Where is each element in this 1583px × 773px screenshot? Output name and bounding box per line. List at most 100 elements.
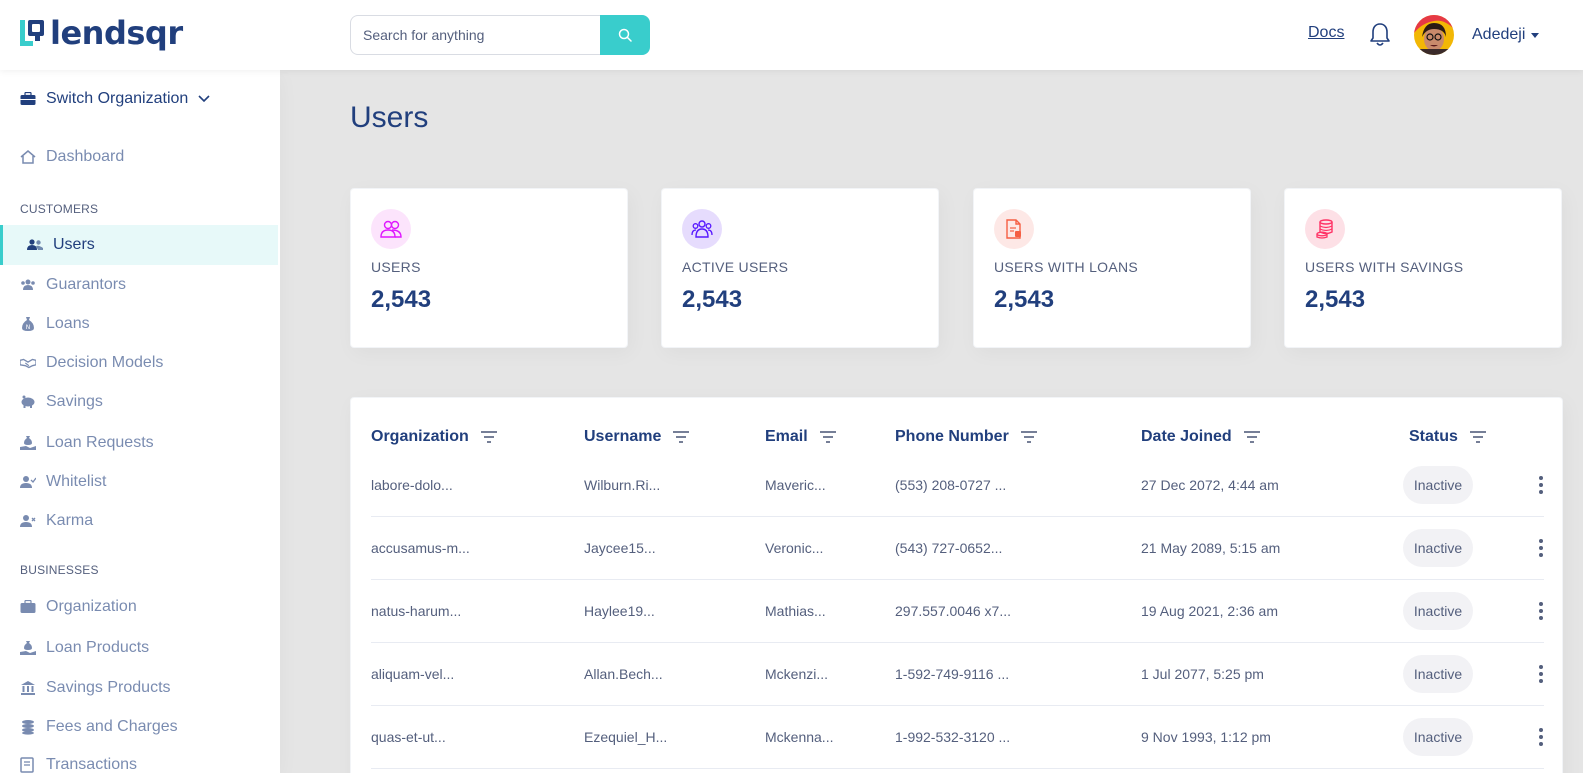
sidebar-item-organization[interactable]: Organization — [0, 587, 278, 627]
cell-organization: labore-dolo... — [371, 477, 453, 493]
filter-icon[interactable] — [1243, 431, 1260, 443]
cell-phone: 1-992-532-3120 ... — [895, 729, 1011, 745]
column-header-label: Organization — [371, 428, 469, 445]
cell-username: Wilburn.Ri... — [584, 477, 661, 493]
column-header-label: Status — [1409, 428, 1458, 445]
stat-label: USERS — [371, 259, 421, 275]
status-badge: Inactive — [1403, 592, 1473, 630]
sidebar-item-users[interactable]: Users — [0, 225, 278, 265]
sidebar-item-label: Loans — [46, 315, 90, 332]
cell-username: Ezequiel_H... — [584, 729, 668, 745]
stat-label: USERS WITH SAVINGS — [1305, 259, 1464, 275]
filter-icon[interactable] — [1020, 431, 1037, 443]
avatar[interactable] — [1414, 15, 1454, 55]
cell-organization: natus-harum... — [371, 603, 462, 619]
users-table: Organization Username Email Phone Number… — [350, 397, 1563, 773]
row-actions-button[interactable] — [1531, 663, 1551, 685]
cell-email: Mckenzi... — [765, 666, 829, 682]
filter-icon[interactable] — [1469, 431, 1486, 443]
user-check-icon — [20, 474, 36, 490]
sidebar-item-label: Guarantors — [46, 276, 127, 293]
column-header-organization[interactable]: Organization — [371, 428, 497, 446]
notifications-button[interactable] — [1369, 22, 1391, 53]
column-header-status[interactable]: Status — [1409, 428, 1486, 446]
cell-phone: 297.557.0046 x7... — [895, 603, 1011, 619]
more-icon-dot — [1539, 672, 1543, 676]
stat-value: 2,543 — [994, 286, 1055, 313]
filter-icon[interactable] — [480, 431, 497, 443]
sidebar-item-savings-products[interactable]: Savings Products — [0, 668, 278, 708]
cell-date-joined: 27 Dec 2072, 4:44 am — [1141, 477, 1279, 493]
loan-request-icon — [20, 640, 36, 656]
users-icon — [371, 209, 411, 249]
sidebar-item-label: Decision Models — [46, 354, 164, 371]
column-header-date-joined[interactable]: Date Joined — [1141, 428, 1260, 446]
more-icon-dot — [1539, 553, 1543, 557]
briefcase-icon — [20, 599, 36, 615]
sidebar-item-whitelist[interactable]: Whitelist — [0, 462, 278, 502]
sidebar-item-fees-and-charges[interactable]: Fees and Charges — [0, 707, 278, 747]
cell-organization: quas-et-ut... — [371, 729, 446, 745]
user-times-icon — [20, 513, 36, 529]
stat-value: 2,543 — [1305, 286, 1366, 313]
more-icon-dot — [1539, 616, 1543, 620]
guarantors-icon — [20, 277, 36, 293]
chevron-down-icon — [198, 95, 210, 103]
column-header-phone-number[interactable]: Phone Number — [895, 428, 1037, 446]
status-badge: Inactive — [1403, 529, 1473, 567]
cell-date-joined: 1 Jul 2077, 5:25 pm — [1141, 666, 1264, 682]
switch-organization-button[interactable]: Switch Organization — [20, 90, 210, 108]
column-header-email[interactable]: Email — [765, 428, 836, 446]
cell-organization: aliquam-vel... — [371, 666, 455, 682]
table-row[interactable]: accusamus-m... Jaycee15... Veronic... (5… — [371, 517, 1544, 580]
sidebar-item-label: Transactions — [46, 756, 137, 773]
cell-phone: (553) 208-0727 ... — [895, 477, 1007, 493]
sidebar-item-label: Loan Requests — [46, 434, 154, 451]
docs-link[interactable]: Docs — [1308, 24, 1345, 41]
table-row[interactable]: natus-harum... Haylee19... Mathias... 29… — [371, 580, 1544, 643]
column-header-label: Username — [584, 428, 662, 445]
sidebar-item-savings[interactable]: Savings — [0, 382, 278, 422]
sidebar-item-label: Loan Products — [46, 639, 150, 656]
table-row[interactable]: aliquam-vel... Allan.Bech... Mckenzi... … — [371, 643, 1544, 706]
sidebar-item-decision-models[interactable]: Decision Models — [0, 343, 278, 383]
table-row[interactable]: quas-et-ut... Ezequiel_H... Mckenna... 1… — [371, 706, 1544, 769]
home-icon — [20, 149, 36, 165]
cell-username: Jaycee15... — [584, 540, 656, 556]
svg-text:N: N — [26, 324, 31, 331]
cell-email: Mathias... — [765, 603, 826, 619]
top-bar: lendsqr Docs Adedeji — [0, 0, 1583, 70]
filter-icon[interactable] — [819, 431, 836, 443]
loans-icon: N — [20, 316, 36, 332]
sidebar-item-label: Organization — [46, 598, 137, 615]
cell-email: Veronic... — [765, 540, 824, 556]
stat-value: 2,543 — [682, 286, 743, 313]
search-button[interactable] — [600, 15, 650, 55]
sidebar-item-karma[interactable]: Karma — [0, 501, 278, 541]
sidebar-item-dashboard[interactable]: Dashboard — [0, 137, 278, 177]
sidebar-item-label: Karma — [46, 512, 94, 529]
stat-label: USERS WITH LOANS — [994, 259, 1139, 275]
row-actions-button[interactable] — [1531, 726, 1551, 748]
row-actions-button[interactable] — [1531, 537, 1551, 559]
cell-email: Maveric... — [765, 477, 826, 493]
filter-icon[interactable] — [673, 431, 690, 443]
logo[interactable]: lendsqr — [20, 17, 183, 49]
sidebar-item-loans[interactable]: N Loans — [0, 304, 278, 344]
row-actions-button[interactable] — [1531, 600, 1551, 622]
sidebar-item-guarantors[interactable]: Guarantors — [0, 265, 278, 305]
sidebar-item-label: Users — [53, 236, 95, 253]
stat-card-users-with-savings: USERS WITH SAVINGS 2,543 — [1284, 188, 1562, 348]
more-icon-dot — [1539, 665, 1543, 669]
sidebar-item-loan-products[interactable]: Loan Products — [0, 628, 278, 668]
table-row[interactable]: labore-dolo... Wilburn.Ri... Maveric... … — [371, 454, 1544, 517]
sidebar-item-transactions[interactable]: Transactions — [0, 745, 278, 773]
row-actions-button[interactable] — [1531, 474, 1551, 496]
user-menu[interactable]: Adedeji — [1472, 26, 1540, 44]
switch-organization-label: Switch Organization — [46, 90, 189, 107]
bank-icon — [20, 680, 36, 696]
column-header-username[interactable]: Username — [584, 428, 690, 446]
search-input[interactable] — [350, 15, 600, 55]
logo-text: lendsqr — [50, 14, 183, 52]
sidebar-item-loan-requests[interactable]: Loan Requests — [0, 423, 278, 463]
